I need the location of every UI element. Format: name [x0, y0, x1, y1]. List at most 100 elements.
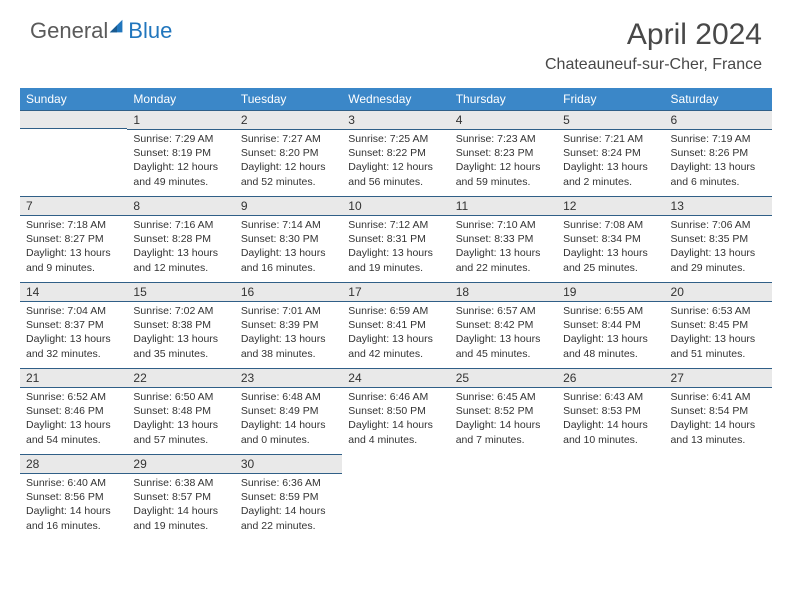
day-details: Sunrise: 7:25 AMSunset: 8:22 PMDaylight:… — [342, 130, 449, 193]
day-details: Sunrise: 7:16 AMSunset: 8:28 PMDaylight:… — [127, 216, 234, 279]
calendar-cell: 4Sunrise: 7:23 AMSunset: 8:23 PMDaylight… — [450, 110, 557, 196]
day-number: 25 — [450, 368, 557, 388]
day-details: Sunrise: 7:08 AMSunset: 8:34 PMDaylight:… — [557, 216, 664, 279]
calendar-cell: 29Sunrise: 6:38 AMSunset: 8:57 PMDayligh… — [127, 454, 234, 540]
day-details: Sunrise: 7:19 AMSunset: 8:26 PMDaylight:… — [665, 130, 772, 193]
day-details: Sunrise: 7:06 AMSunset: 8:35 PMDaylight:… — [665, 216, 772, 279]
calendar-cell: 19Sunrise: 6:55 AMSunset: 8:44 PMDayligh… — [557, 282, 664, 368]
day-details: Sunrise: 7:27 AMSunset: 8:20 PMDaylight:… — [235, 130, 342, 193]
calendar-cell: 21Sunrise: 6:52 AMSunset: 8:46 PMDayligh… — [20, 368, 127, 454]
logo: General Blue — [30, 18, 172, 44]
calendar-row: 21Sunrise: 6:52 AMSunset: 8:46 PMDayligh… — [20, 368, 772, 454]
calendar-cell: 11Sunrise: 7:10 AMSunset: 8:33 PMDayligh… — [450, 196, 557, 282]
day-details: Sunrise: 6:55 AMSunset: 8:44 PMDaylight:… — [557, 302, 664, 365]
logo-text-general: General — [30, 18, 108, 44]
day-number: 8 — [127, 196, 234, 216]
calendar-cell — [665, 454, 772, 540]
calendar-row: 28Sunrise: 6:40 AMSunset: 8:56 PMDayligh… — [20, 454, 772, 540]
title-block: April 2024 Chateauneuf-sur-Cher, France — [545, 18, 762, 74]
day-number: 23 — [235, 368, 342, 388]
empty-day-bar — [20, 110, 127, 129]
calendar-cell: 16Sunrise: 7:01 AMSunset: 8:39 PMDayligh… — [235, 282, 342, 368]
day-details: Sunrise: 7:21 AMSunset: 8:24 PMDaylight:… — [557, 130, 664, 193]
calendar-table: SundayMondayTuesdayWednesdayThursdayFrid… — [20, 88, 772, 540]
calendar-cell: 15Sunrise: 7:02 AMSunset: 8:38 PMDayligh… — [127, 282, 234, 368]
day-number: 26 — [557, 368, 664, 388]
day-number: 28 — [20, 454, 127, 474]
day-number: 9 — [235, 196, 342, 216]
calendar-row: 14Sunrise: 7:04 AMSunset: 8:37 PMDayligh… — [20, 282, 772, 368]
calendar-cell: 2Sunrise: 7:27 AMSunset: 8:20 PMDaylight… — [235, 110, 342, 196]
day-details: Sunrise: 6:38 AMSunset: 8:57 PMDaylight:… — [127, 474, 234, 537]
calendar-cell: 12Sunrise: 7:08 AMSunset: 8:34 PMDayligh… — [557, 196, 664, 282]
day-details: Sunrise: 6:48 AMSunset: 8:49 PMDaylight:… — [235, 388, 342, 451]
day-number: 22 — [127, 368, 234, 388]
day-details: Sunrise: 6:36 AMSunset: 8:59 PMDaylight:… — [235, 474, 342, 537]
logo-text-blue: Blue — [128, 18, 172, 44]
day-number: 12 — [557, 196, 664, 216]
calendar-cell — [342, 454, 449, 540]
day-details: Sunrise: 7:04 AMSunset: 8:37 PMDaylight:… — [20, 302, 127, 365]
calendar-cell: 7Sunrise: 7:18 AMSunset: 8:27 PMDaylight… — [20, 196, 127, 282]
calendar-cell: 23Sunrise: 6:48 AMSunset: 8:49 PMDayligh… — [235, 368, 342, 454]
day-details: Sunrise: 7:10 AMSunset: 8:33 PMDaylight:… — [450, 216, 557, 279]
day-number: 29 — [127, 454, 234, 474]
calendar-cell: 10Sunrise: 7:12 AMSunset: 8:31 PMDayligh… — [342, 196, 449, 282]
month-title: April 2024 — [545, 18, 762, 52]
day-number: 19 — [557, 282, 664, 302]
day-details: Sunrise: 6:43 AMSunset: 8:53 PMDaylight:… — [557, 388, 664, 451]
weekday-header: Monday — [127, 88, 234, 110]
calendar-cell: 24Sunrise: 6:46 AMSunset: 8:50 PMDayligh… — [342, 368, 449, 454]
day-number: 16 — [235, 282, 342, 302]
day-number: 4 — [450, 110, 557, 130]
day-number: 15 — [127, 282, 234, 302]
calendar-cell: 27Sunrise: 6:41 AMSunset: 8:54 PMDayligh… — [665, 368, 772, 454]
day-details: Sunrise: 6:46 AMSunset: 8:50 PMDaylight:… — [342, 388, 449, 451]
day-number: 5 — [557, 110, 664, 130]
weekday-header: Thursday — [450, 88, 557, 110]
day-number: 30 — [235, 454, 342, 474]
calendar-cell: 18Sunrise: 6:57 AMSunset: 8:42 PMDayligh… — [450, 282, 557, 368]
calendar-cell: 17Sunrise: 6:59 AMSunset: 8:41 PMDayligh… — [342, 282, 449, 368]
calendar-cell — [20, 110, 127, 196]
day-details: Sunrise: 7:23 AMSunset: 8:23 PMDaylight:… — [450, 130, 557, 193]
day-number: 20 — [665, 282, 772, 302]
day-number: 24 — [342, 368, 449, 388]
weekday-header: Tuesday — [235, 88, 342, 110]
calendar-cell: 9Sunrise: 7:14 AMSunset: 8:30 PMDaylight… — [235, 196, 342, 282]
day-number: 17 — [342, 282, 449, 302]
calendar-cell: 22Sunrise: 6:50 AMSunset: 8:48 PMDayligh… — [127, 368, 234, 454]
location-label: Chateauneuf-sur-Cher, France — [545, 56, 762, 74]
calendar-cell: 30Sunrise: 6:36 AMSunset: 8:59 PMDayligh… — [235, 454, 342, 540]
weekday-header-row: SundayMondayTuesdayWednesdayThursdayFrid… — [20, 88, 772, 110]
weekday-header: Friday — [557, 88, 664, 110]
calendar-cell: 1Sunrise: 7:29 AMSunset: 8:19 PMDaylight… — [127, 110, 234, 196]
calendar-cell: 20Sunrise: 6:53 AMSunset: 8:45 PMDayligh… — [665, 282, 772, 368]
day-number: 7 — [20, 196, 127, 216]
day-details: Sunrise: 7:02 AMSunset: 8:38 PMDaylight:… — [127, 302, 234, 365]
day-details: Sunrise: 7:29 AMSunset: 8:19 PMDaylight:… — [127, 130, 234, 193]
day-details: Sunrise: 7:14 AMSunset: 8:30 PMDaylight:… — [235, 216, 342, 279]
day-number: 10 — [342, 196, 449, 216]
day-number: 1 — [127, 110, 234, 130]
calendar-cell: 26Sunrise: 6:43 AMSunset: 8:53 PMDayligh… — [557, 368, 664, 454]
calendar-cell — [557, 454, 664, 540]
day-details: Sunrise: 6:45 AMSunset: 8:52 PMDaylight:… — [450, 388, 557, 451]
calendar-cell: 3Sunrise: 7:25 AMSunset: 8:22 PMDaylight… — [342, 110, 449, 196]
day-number: 13 — [665, 196, 772, 216]
calendar-cell: 28Sunrise: 6:40 AMSunset: 8:56 PMDayligh… — [20, 454, 127, 540]
day-details: Sunrise: 6:57 AMSunset: 8:42 PMDaylight:… — [450, 302, 557, 365]
day-number: 2 — [235, 110, 342, 130]
day-details: Sunrise: 6:59 AMSunset: 8:41 PMDaylight:… — [342, 302, 449, 365]
day-details: Sunrise: 6:52 AMSunset: 8:46 PMDaylight:… — [20, 388, 127, 451]
day-details: Sunrise: 7:18 AMSunset: 8:27 PMDaylight:… — [20, 216, 127, 279]
day-details: Sunrise: 6:40 AMSunset: 8:56 PMDaylight:… — [20, 474, 127, 537]
calendar-body: 1Sunrise: 7:29 AMSunset: 8:19 PMDaylight… — [20, 110, 772, 540]
day-details: Sunrise: 7:12 AMSunset: 8:31 PMDaylight:… — [342, 216, 449, 279]
calendar-row: 1Sunrise: 7:29 AMSunset: 8:19 PMDaylight… — [20, 110, 772, 196]
calendar-cell: 13Sunrise: 7:06 AMSunset: 8:35 PMDayligh… — [665, 196, 772, 282]
calendar-cell: 25Sunrise: 6:45 AMSunset: 8:52 PMDayligh… — [450, 368, 557, 454]
day-details: Sunrise: 6:53 AMSunset: 8:45 PMDaylight:… — [665, 302, 772, 365]
weekday-header: Sunday — [20, 88, 127, 110]
day-details: Sunrise: 6:50 AMSunset: 8:48 PMDaylight:… — [127, 388, 234, 451]
